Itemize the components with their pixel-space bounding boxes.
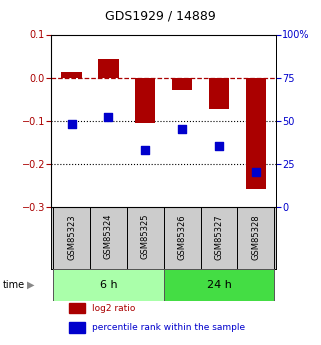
Text: GSM85326: GSM85326 <box>178 214 187 259</box>
Text: log2 ratio: log2 ratio <box>92 304 135 313</box>
Bar <box>164 269 274 300</box>
Text: ▶: ▶ <box>27 280 35 290</box>
Text: GDS1929 / 14889: GDS1929 / 14889 <box>105 9 216 22</box>
Text: GSM85323: GSM85323 <box>67 214 76 259</box>
Bar <box>62 72 82 78</box>
Point <box>216 144 221 149</box>
Bar <box>53 207 90 269</box>
Point <box>106 115 111 120</box>
Text: GSM85325: GSM85325 <box>141 214 150 259</box>
Bar <box>172 78 192 90</box>
Text: 6 h: 6 h <box>100 280 117 290</box>
Bar <box>238 207 274 269</box>
Bar <box>209 78 229 109</box>
Bar <box>53 269 164 300</box>
Text: percentile rank within the sample: percentile rank within the sample <box>92 323 245 332</box>
Point <box>69 121 74 127</box>
Bar <box>246 78 266 189</box>
Text: 24 h: 24 h <box>206 280 231 290</box>
Text: GSM85324: GSM85324 <box>104 214 113 259</box>
Bar <box>90 207 127 269</box>
Bar <box>69 303 85 313</box>
Bar <box>164 207 201 269</box>
Bar <box>69 322 85 333</box>
Bar <box>127 207 164 269</box>
Text: GSM85328: GSM85328 <box>251 214 260 259</box>
Point <box>143 147 148 152</box>
Text: time: time <box>3 280 25 290</box>
Bar <box>201 207 238 269</box>
Point <box>253 169 258 175</box>
Bar <box>98 59 118 78</box>
Text: GSM85327: GSM85327 <box>214 214 223 259</box>
Point <box>179 126 185 132</box>
Bar <box>135 78 155 123</box>
